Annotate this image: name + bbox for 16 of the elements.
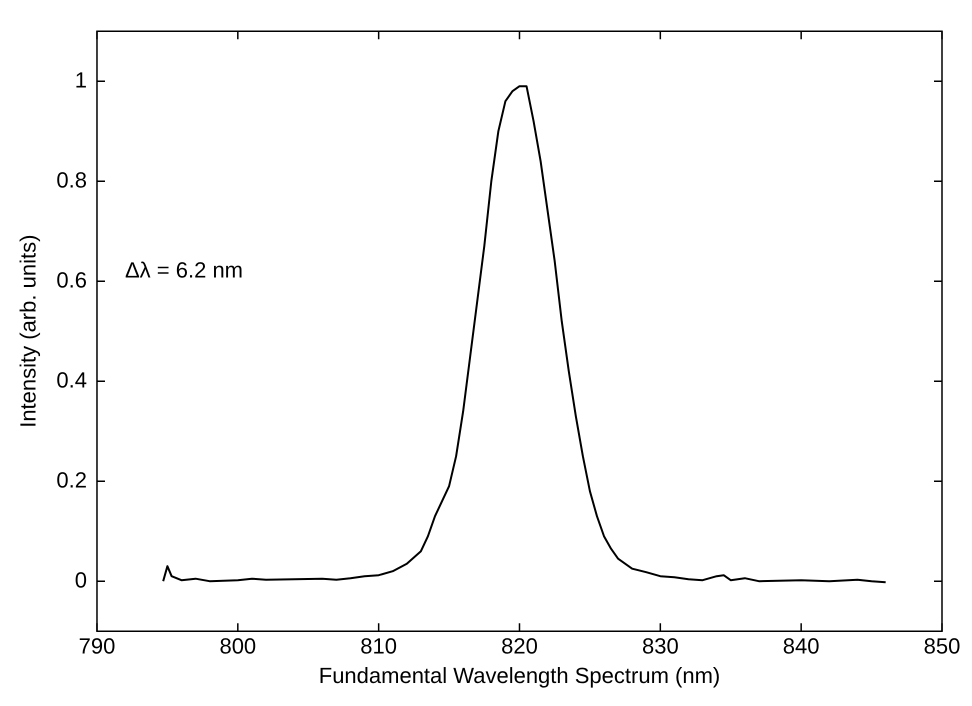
x-tick-label: 830 [642,633,679,658]
x-axis-title: Fundamental Wavelength Spectrum (nm) [318,662,720,688]
y-tick-label: 0.6 [56,267,87,292]
x-tick-label: 850 [924,633,960,658]
annotation: Δλ = 6.2 nm [124,257,244,282]
y-tick-label: 0.8 [56,167,87,192]
x-tick-label: 790 [78,633,116,658]
x-tick-label: 810 [360,633,398,658]
x-tick-label: 840 [782,633,820,658]
y-axis-title: Intensity (arb. units) [15,234,40,428]
x-tick-label: 820 [501,633,538,658]
y-tick-label: 0 [74,567,87,592]
x-tick-label: 800 [219,633,256,658]
y-tick-label: 0.4 [56,367,87,392]
y-tick-label: 0.2 [56,467,87,492]
y-tick-label: 1 [74,67,87,92]
